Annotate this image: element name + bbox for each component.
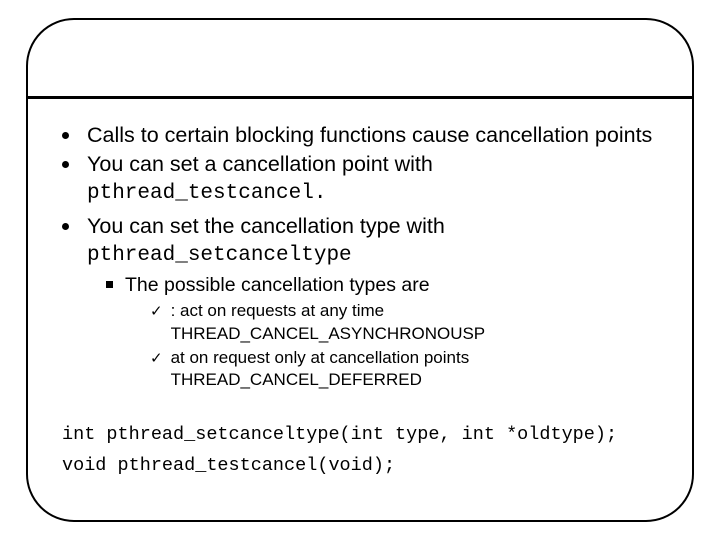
signature-1: int pthread_setcanceltype(int type, int … <box>62 419 658 450</box>
bullet-1: Calls to certain blocking functions caus… <box>62 122 658 149</box>
bullet-2-code: pthread_testcancel. <box>87 182 326 205</box>
square-bullet-icon <box>106 281 113 288</box>
checkmark-icon: ✓ <box>150 349 163 367</box>
bullet-3-text: You can set the cancellation type with p… <box>87 213 445 269</box>
slide-frame: Calls to certain blocking functions caus… <box>26 18 694 522</box>
signature-block: int pthread_setcanceltype(int type, int … <box>62 419 658 482</box>
sub-bullet-1: The possible cancellation types are <box>106 273 658 298</box>
bullet-3-lead: You can set the cancellation type with <box>87 214 445 238</box>
check-2-line1: at on request only at cancellation point… <box>171 348 470 367</box>
bullet-2-text: You can set a cancellation point with pt… <box>87 151 433 207</box>
bullet-3-code: pthread_setcanceltype <box>87 244 352 267</box>
check-item-2: ✓ at on request only at cancellation poi… <box>150 347 658 391</box>
checkmark-icon: ✓ <box>150 302 163 320</box>
check-item-1: ✓ : act on requests at any time THREAD_C… <box>150 300 658 344</box>
bullet-dot-icon <box>62 223 69 230</box>
check-2-text: at on request only at cancellation point… <box>171 347 470 391</box>
slide-content: Calls to certain blocking functions caus… <box>62 122 658 482</box>
bullet-dot-icon <box>62 161 69 168</box>
check-1-text: : act on requests at any time THREAD_CAN… <box>171 300 486 344</box>
bullet-2-lead: You can set a cancellation point with <box>87 152 433 176</box>
signature-2: void pthread_testcancel(void); <box>62 450 658 481</box>
check-1-line2: THREAD_CANCEL_ASYNCHRONOUSP <box>171 324 486 343</box>
title-divider <box>28 96 692 99</box>
check-1-line1: : act on requests at any time <box>171 301 385 320</box>
bullet-1-text: Calls to certain blocking functions caus… <box>87 122 652 149</box>
sub-bullet-1-text: The possible cancellation types are <box>125 273 430 298</box>
bullet-2: You can set a cancellation point with pt… <box>62 151 658 207</box>
bullet-dot-icon <box>62 132 69 139</box>
check-2-line2: THREAD_CANCEL_DEFERRED <box>171 370 422 389</box>
bullet-3: You can set the cancellation type with p… <box>62 213 658 269</box>
